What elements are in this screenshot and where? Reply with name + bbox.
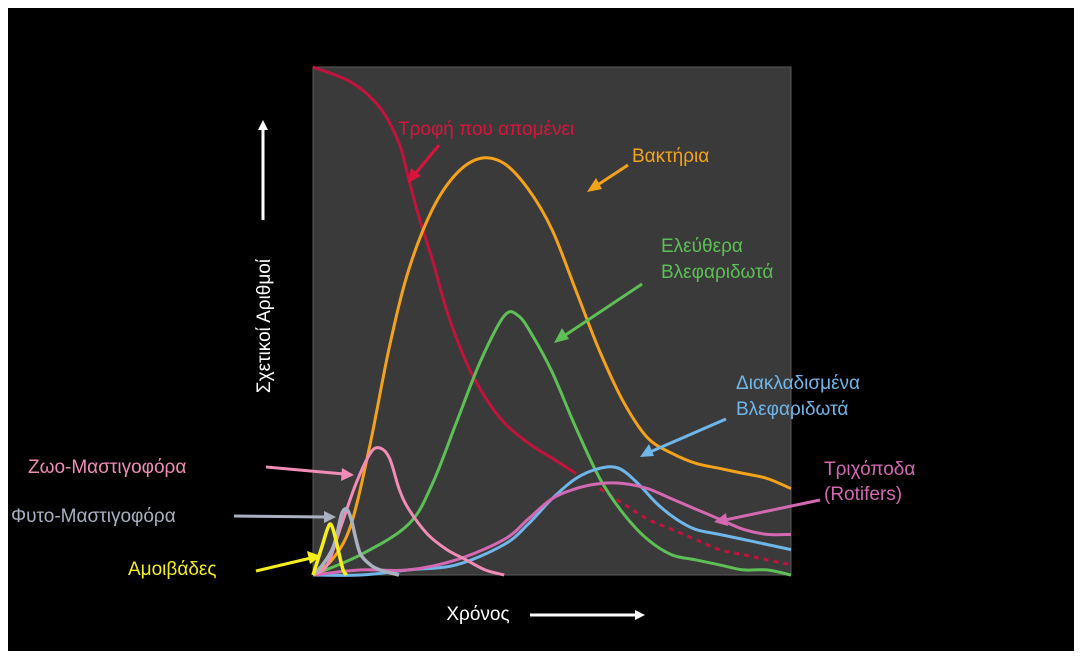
series-0-line-food-solid bbox=[312, 65, 577, 475]
series-6-line bbox=[311, 507, 400, 577]
arrow-branched-ciliates bbox=[649, 417, 727, 454]
series-layer bbox=[311, 65, 792, 577]
label-amoebae: Αμοιβάδες bbox=[128, 559, 217, 580]
arrow-food-head bbox=[408, 168, 421, 183]
arrow-food bbox=[413, 144, 441, 175]
arrow-branched-ciliates-head bbox=[640, 444, 654, 457]
label-branched-ciliates-2: Βλεφαριδωτά bbox=[736, 399, 848, 420]
arrow-bacteria-head bbox=[587, 178, 602, 192]
arrow-zoo-flagellates-head bbox=[341, 468, 354, 481]
series-3-line bbox=[312, 465, 792, 577]
population-chart: Σχετικοί Αριθμοί Χρόνος Τροφή που απομέν… bbox=[11, 65, 915, 625]
series-7-line bbox=[311, 522, 348, 577]
series-2-line bbox=[312, 310, 792, 577]
arrow-free-ciliates-head bbox=[554, 328, 569, 343]
arrow-amoebae bbox=[255, 556, 312, 573]
plot-area bbox=[312, 66, 792, 576]
arrow-phyto-flagellates bbox=[233, 514, 327, 519]
arrow-rotifers bbox=[724, 498, 821, 522]
label-free-ciliates-2: Βλεφαριδωτά bbox=[661, 262, 773, 283]
label-rotifers-1: Τριχόποδα bbox=[824, 459, 915, 480]
chart-background: Σχετικοί Αριθμοί Χρόνος Τροφή που απομέν… bbox=[8, 8, 1074, 651]
label-bacteria: Βακτήρια bbox=[632, 146, 709, 167]
label-free-ciliates-1: Ελεύθερα bbox=[661, 236, 743, 257]
arrow-bacteria bbox=[595, 163, 629, 188]
label-zoo-flagellates: Ζωο-Μαστιγοφόρα bbox=[28, 457, 186, 478]
arrow-phyto-flagellates-head bbox=[324, 511, 336, 523]
arrow-amoebae-head bbox=[307, 551, 321, 564]
y-axis-label: Σχετικοί Αριθμοί bbox=[254, 258, 275, 393]
series-1-line bbox=[312, 156, 792, 577]
label-rotifers-2: (Rotifers) bbox=[824, 484, 902, 505]
label-food: Τροφή που απομένει bbox=[398, 119, 574, 140]
label-branched-ciliates-1: Διακλαδισμένα bbox=[736, 373, 860, 394]
arrow-free-ciliates bbox=[563, 282, 643, 338]
arrow-zoo-flagellates bbox=[265, 465, 345, 476]
label-phyto-flagellates: Φυτο-Μαστιγοφόρα bbox=[11, 506, 176, 527]
series-5-line bbox=[312, 446, 505, 577]
x-axis-label: Χρόνος bbox=[446, 604, 509, 625]
arrow-rotifers-head bbox=[714, 513, 728, 526]
